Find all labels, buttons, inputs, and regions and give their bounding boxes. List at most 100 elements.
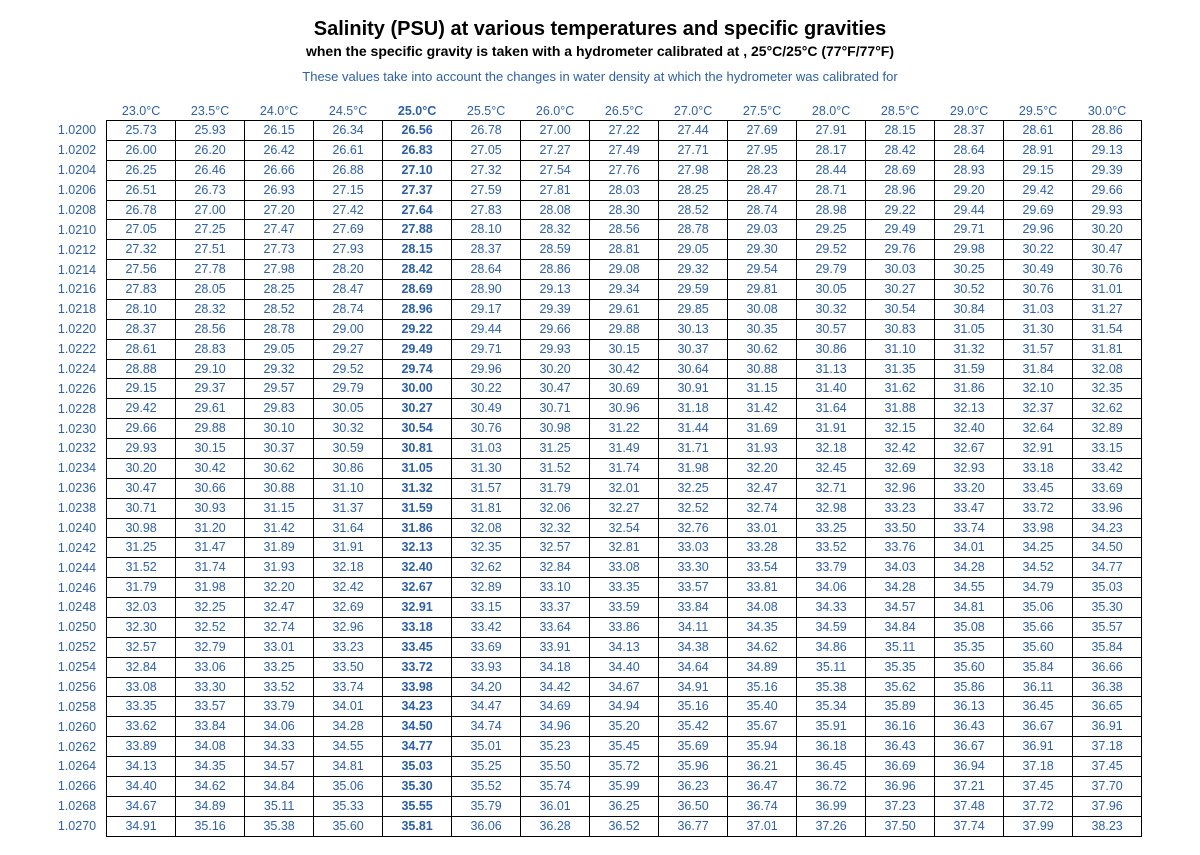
table-cell: 32.32 xyxy=(521,518,590,538)
table-cell: 29.49 xyxy=(866,220,935,240)
table-row: 1.025833.3533.5733.7934.0134.2334.4734.6… xyxy=(58,697,1142,717)
table-cell: 30.98 xyxy=(107,518,176,538)
table-cell: 29.42 xyxy=(1004,180,1073,200)
table-cell: 30.05 xyxy=(797,280,866,300)
table-cell: 34.13 xyxy=(107,757,176,777)
table-cell: 36.06 xyxy=(452,816,521,836)
table-row: 1.021627.8328.0528.2528.4728.6928.9029.1… xyxy=(58,280,1142,300)
table-cell: 28.71 xyxy=(797,180,866,200)
table-cell: 33.72 xyxy=(1004,498,1073,518)
table-row-label: 1.0262 xyxy=(58,737,107,757)
page-heading: Salinity (PSU) at various temperatures a… xyxy=(24,18,1176,84)
table-cell: 34.67 xyxy=(590,677,659,697)
table-cell: 33.59 xyxy=(590,598,659,618)
table-cell: 33.62 xyxy=(107,717,176,737)
table-cell: 28.25 xyxy=(659,180,728,200)
table-cell: 35.84 xyxy=(1004,657,1073,677)
table-cell: 32.69 xyxy=(866,458,935,478)
table-cell: 35.69 xyxy=(659,737,728,757)
table-cell: 34.38 xyxy=(659,637,728,657)
table-cell: 27.56 xyxy=(107,260,176,280)
table-cell: 29.61 xyxy=(176,399,245,419)
table-cell: 31.74 xyxy=(176,558,245,578)
table-cell: 37.48 xyxy=(935,796,1004,816)
table-cell: 31.49 xyxy=(590,439,659,459)
table-cell: 34.08 xyxy=(176,737,245,757)
table-cell: 31.88 xyxy=(866,399,935,419)
table-cell: 35.81 xyxy=(383,816,452,836)
table-cell: 36.50 xyxy=(659,796,728,816)
table-cell: 28.37 xyxy=(935,121,1004,141)
table-cell: 29.34 xyxy=(590,280,659,300)
table-cell: 27.98 xyxy=(245,260,314,280)
table-cell: 36.52 xyxy=(590,816,659,836)
table-cell: 33.03 xyxy=(659,538,728,558)
table-cell: 32.52 xyxy=(176,617,245,637)
table-cell: 29.05 xyxy=(245,339,314,359)
table-row: 1.025633.0833.3033.5233.7433.9834.2034.4… xyxy=(58,677,1142,697)
table-row-label: 1.0222 xyxy=(58,339,107,359)
table-cell: 32.47 xyxy=(245,598,314,618)
table-cell: 34.28 xyxy=(866,578,935,598)
table-cell: 34.55 xyxy=(935,578,1004,598)
table-cell: 34.28 xyxy=(935,558,1004,578)
table-cell: 28.78 xyxy=(659,220,728,240)
table-cell: 31.44 xyxy=(659,419,728,439)
table-cell: 31.25 xyxy=(521,439,590,459)
table-row-label: 1.0250 xyxy=(58,617,107,637)
table-cell: 27.32 xyxy=(452,160,521,180)
table-cell: 32.62 xyxy=(1073,399,1142,419)
table-row-label: 1.0202 xyxy=(58,140,107,160)
table-cell: 28.81 xyxy=(590,240,659,260)
table-cell: 32.76 xyxy=(659,518,728,538)
table-row-label: 1.0258 xyxy=(58,697,107,717)
table-cell: 34.62 xyxy=(176,776,245,796)
table-cell: 34.77 xyxy=(383,737,452,757)
table-row-label: 1.0214 xyxy=(58,260,107,280)
table-cell: 27.54 xyxy=(521,160,590,180)
table-cell: 29.39 xyxy=(1073,160,1142,180)
table-col-header: 28.0°C xyxy=(797,102,866,121)
table-cell: 28.20 xyxy=(314,260,383,280)
table-cell: 35.23 xyxy=(521,737,590,757)
table-cell: 34.06 xyxy=(245,717,314,737)
table-cell: 36.77 xyxy=(659,816,728,836)
table-cell: 26.88 xyxy=(314,160,383,180)
table-cell: 31.27 xyxy=(1073,299,1142,319)
table-cell: 26.00 xyxy=(107,140,176,160)
table-cell: 35.66 xyxy=(1004,617,1073,637)
table-cell: 35.52 xyxy=(452,776,521,796)
table-row-label: 1.0208 xyxy=(58,200,107,220)
table-cell: 30.81 xyxy=(383,439,452,459)
table-cell: 29.85 xyxy=(659,299,728,319)
table-cell: 33.74 xyxy=(314,677,383,697)
table-cell: 29.83 xyxy=(245,399,314,419)
table-cell: 28.47 xyxy=(314,280,383,300)
table-cell: 32.20 xyxy=(245,578,314,598)
table-cell: 33.57 xyxy=(659,578,728,598)
table-cell: 35.35 xyxy=(935,637,1004,657)
table-cell: 31.91 xyxy=(797,419,866,439)
table-cell: 29.15 xyxy=(1004,160,1073,180)
table-cell: 35.45 xyxy=(590,737,659,757)
table-cell: 28.64 xyxy=(452,260,521,280)
table-cell: 27.64 xyxy=(383,200,452,220)
table-cell: 29.22 xyxy=(866,200,935,220)
table-cell: 34.03 xyxy=(866,558,935,578)
table-cell: 31.32 xyxy=(383,478,452,498)
table-cell: 28.86 xyxy=(521,260,590,280)
table-cell: 32.03 xyxy=(107,598,176,618)
table-row: 1.026434.1334.3534.5734.8135.0335.2535.5… xyxy=(58,757,1142,777)
table-cell: 34.20 xyxy=(452,677,521,697)
table-cell: 35.16 xyxy=(176,816,245,836)
table-row-label: 1.0246 xyxy=(58,578,107,598)
table-cell: 32.20 xyxy=(728,458,797,478)
table-cell: 34.84 xyxy=(866,617,935,637)
table-row-label: 1.0206 xyxy=(58,180,107,200)
table-cell: 32.25 xyxy=(176,598,245,618)
table-cell: 26.42 xyxy=(245,140,314,160)
table-cell: 29.61 xyxy=(590,299,659,319)
table-cell: 33.57 xyxy=(176,697,245,717)
table-cell: 33.69 xyxy=(452,637,521,657)
table-cell: 27.25 xyxy=(176,220,245,240)
